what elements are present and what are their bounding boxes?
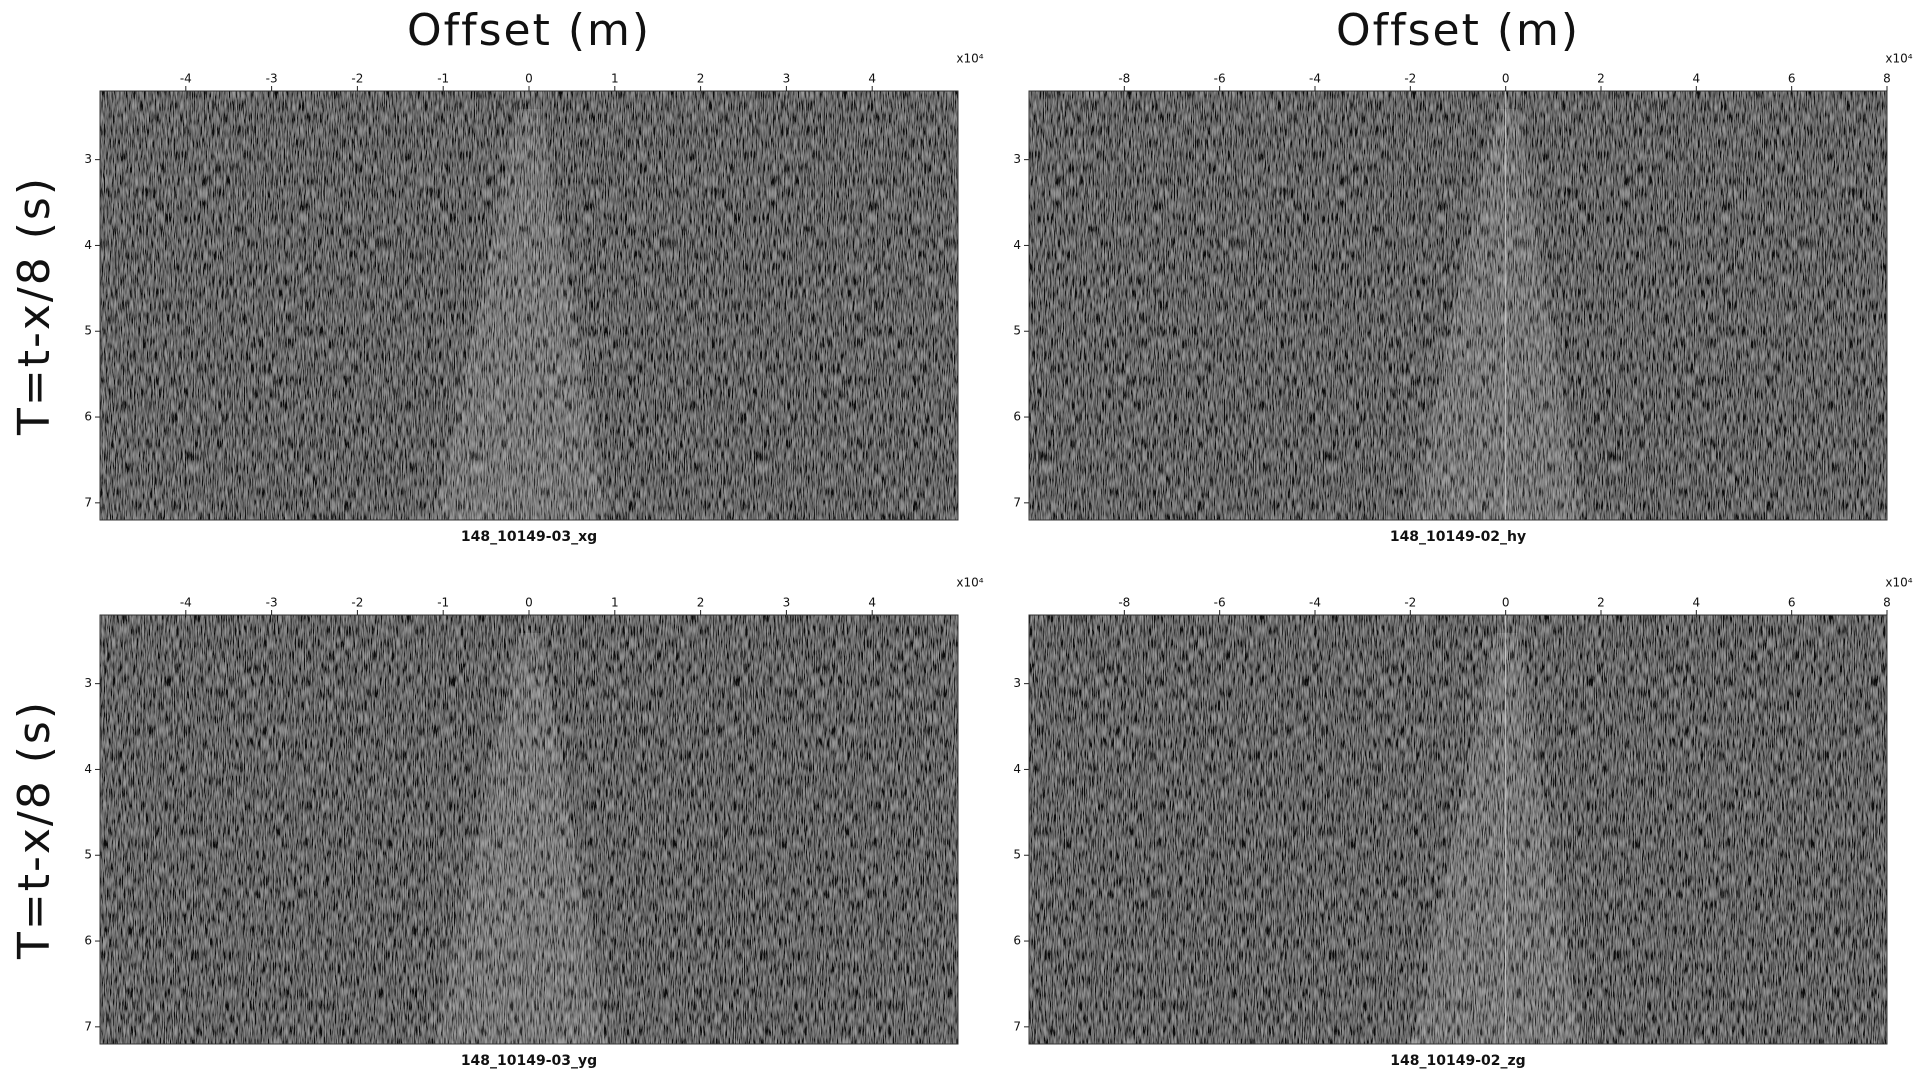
y-tick-label: 6 bbox=[1013, 410, 1021, 424]
y-tick-label: 3 bbox=[84, 676, 92, 690]
x-tick-label: -6 bbox=[1214, 72, 1226, 86]
x-axis-title: Offset (m) bbox=[1336, 5, 1580, 56]
y-tick-label: 6 bbox=[1013, 934, 1021, 948]
x-tick-label: 2 bbox=[697, 596, 705, 610]
y-tick-label: 5 bbox=[1013, 848, 1021, 862]
y-tick-label: 5 bbox=[84, 848, 92, 862]
y-tick-label: 6 bbox=[84, 934, 92, 948]
panel-caption: 148_10149-03_yg bbox=[461, 1053, 597, 1069]
y-tick-label: 4 bbox=[1013, 762, 1021, 776]
y-tick-label: 4 bbox=[84, 238, 92, 252]
y-tick-label: 5 bbox=[1013, 324, 1021, 338]
y-tick-label: 7 bbox=[84, 1019, 92, 1033]
x-tick-label: -8 bbox=[1118, 72, 1130, 86]
direct-arrival-cone bbox=[1411, 633, 1583, 1044]
x-tick-label: 0 bbox=[525, 596, 533, 610]
x-scale-label: x10⁴ bbox=[1885, 576, 1912, 590]
x-tick-label: -2 bbox=[351, 596, 363, 610]
x-tick-label: 3 bbox=[783, 596, 791, 610]
x-tick-label: -2 bbox=[1404, 72, 1416, 86]
x-tick-label: 2 bbox=[1597, 596, 1605, 610]
y-tick-label: 4 bbox=[1013, 238, 1021, 252]
y-tick-label: 7 bbox=[1013, 495, 1021, 509]
x-tick-label: 8 bbox=[1883, 596, 1891, 610]
x-tick-label: -1 bbox=[437, 596, 449, 610]
texture bbox=[100, 615, 958, 1044]
x-tick-label: -1 bbox=[437, 72, 449, 86]
texture bbox=[1029, 91, 1887, 520]
seismic-image bbox=[100, 615, 958, 1044]
texture bbox=[100, 91, 958, 520]
x-scale-label: x10⁴ bbox=[1885, 52, 1912, 66]
x-tick-label: -3 bbox=[266, 596, 278, 610]
x-tick-label: -8 bbox=[1118, 596, 1130, 610]
seismic-image bbox=[100, 91, 958, 520]
panel-caption: 148_10149-03_xg bbox=[461, 529, 597, 545]
x-tick-label: 3 bbox=[783, 72, 791, 86]
x-tick-label: 1 bbox=[611, 596, 619, 610]
x-tick-label: 0 bbox=[1502, 72, 1510, 86]
frame bbox=[1028, 614, 1888, 1045]
frame bbox=[1028, 90, 1888, 521]
x-tick-label: -4 bbox=[180, 596, 192, 610]
x-axis-title: Offset (m) bbox=[407, 5, 651, 56]
x-tick-label: 4 bbox=[868, 72, 876, 86]
x-tick-label: -3 bbox=[266, 72, 278, 86]
x-tick-label: -6 bbox=[1214, 596, 1226, 610]
panel-caption: 148_10149-02_hy bbox=[1390, 529, 1526, 545]
y-tick-label: 5 bbox=[84, 324, 92, 338]
x-tick-label: -4 bbox=[1309, 72, 1321, 86]
texture bbox=[1029, 615, 1887, 1044]
x-tick-label: 4 bbox=[1693, 596, 1701, 610]
y-axis-title: T=t-x/8 (s) bbox=[9, 700, 60, 960]
x-tick-label: 4 bbox=[868, 596, 876, 610]
seismic-image bbox=[1029, 91, 1887, 520]
x-tick-label: 1 bbox=[611, 72, 619, 86]
y-tick-label: 3 bbox=[1013, 676, 1021, 690]
y-tick-label: 7 bbox=[84, 495, 92, 509]
x-tick-label: 2 bbox=[697, 72, 705, 86]
x-tick-label: -4 bbox=[180, 72, 192, 86]
x-tick-label: 4 bbox=[1693, 72, 1701, 86]
x-tick-label: -4 bbox=[1309, 596, 1321, 610]
x-tick-label: -2 bbox=[1404, 596, 1416, 610]
y-tick-label: 4 bbox=[84, 762, 92, 776]
x-tick-label: 2 bbox=[1597, 72, 1605, 86]
y-tick-label: 7 bbox=[1013, 1019, 1021, 1033]
x-tick-label: 8 bbox=[1883, 72, 1891, 86]
direct-arrival-cone bbox=[434, 109, 607, 520]
x-scale-label: x10⁴ bbox=[956, 576, 983, 590]
x-tick-label: 6 bbox=[1788, 72, 1796, 86]
direct-arrival-cone bbox=[434, 633, 607, 1044]
y-axis-title: T=t-x/8 (s) bbox=[9, 176, 60, 436]
x-tick-label: -2 bbox=[351, 72, 363, 86]
x-scale-label: x10⁴ bbox=[956, 52, 983, 66]
x-tick-label: 0 bbox=[1502, 596, 1510, 610]
y-tick-label: 3 bbox=[84, 152, 92, 166]
panel-caption: 148_10149-02_zg bbox=[1390, 1053, 1525, 1069]
x-tick-label: 0 bbox=[525, 72, 533, 86]
seismic-image bbox=[1029, 615, 1887, 1044]
y-tick-label: 6 bbox=[84, 410, 92, 424]
x-tick-label: 6 bbox=[1788, 596, 1796, 610]
y-tick-label: 3 bbox=[1013, 152, 1021, 166]
direct-arrival-cone bbox=[1411, 109, 1583, 520]
